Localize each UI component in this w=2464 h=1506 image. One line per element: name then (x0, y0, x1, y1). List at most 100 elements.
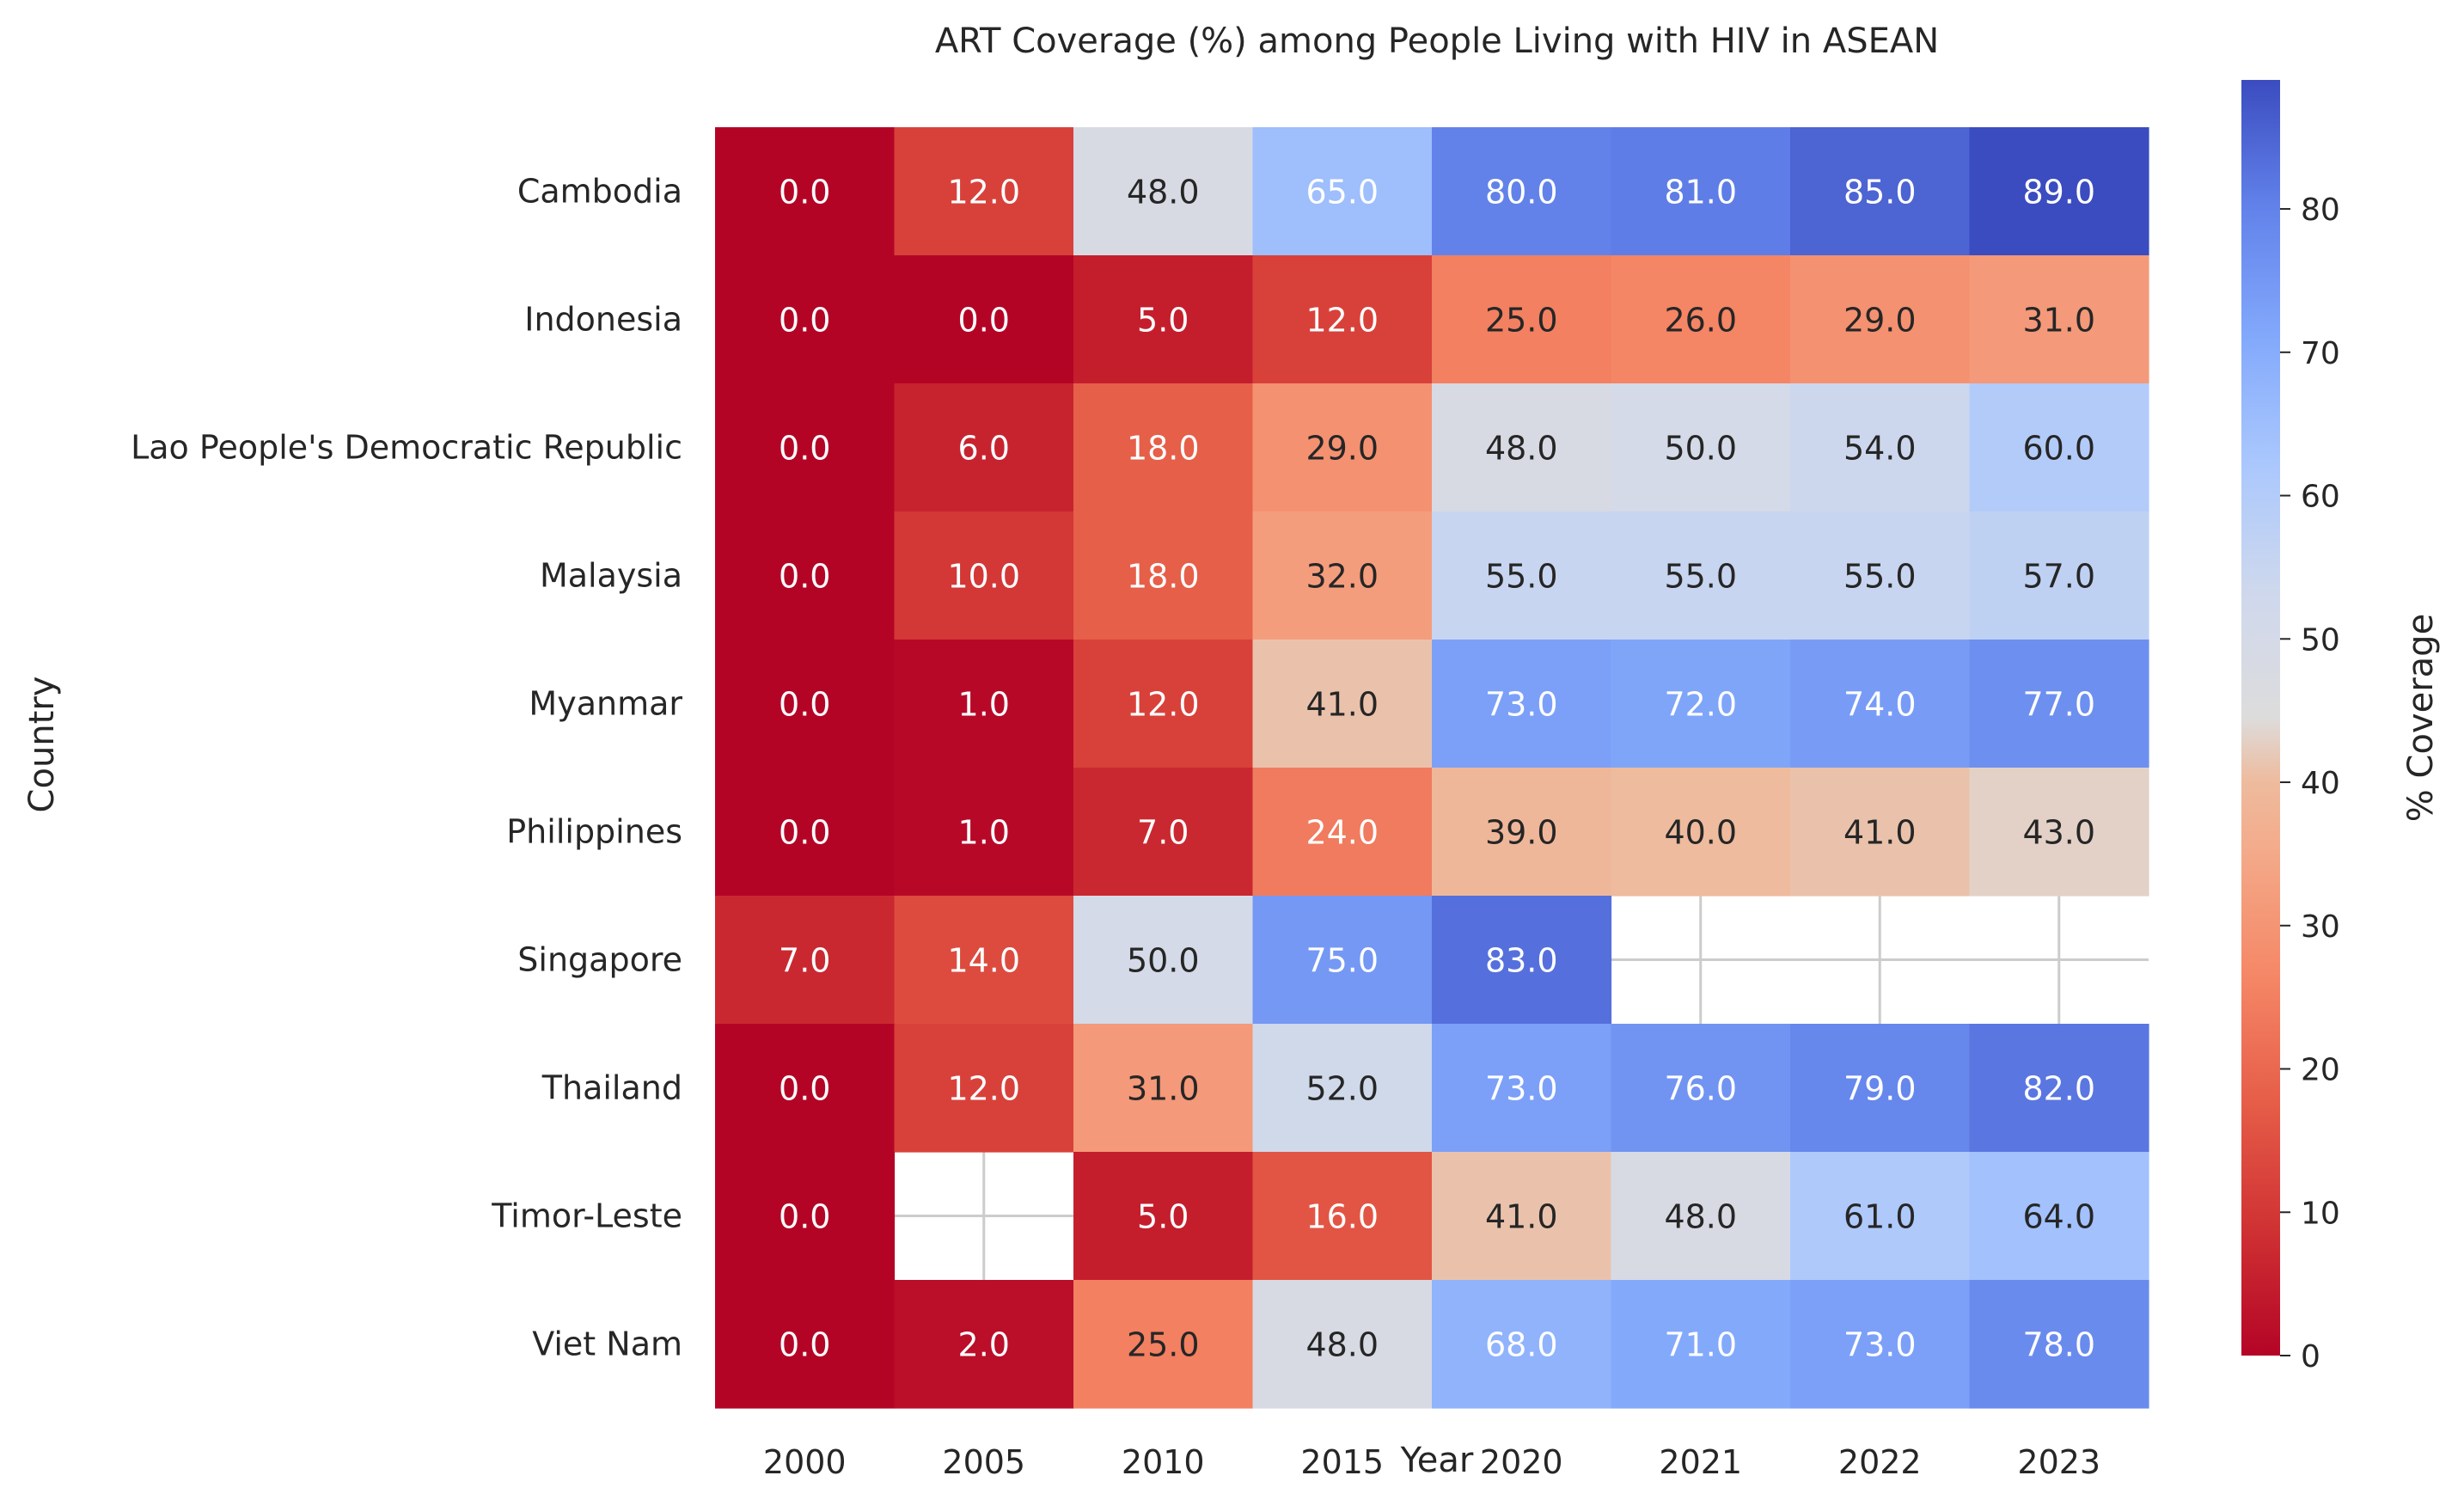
heatmap-cell (1790, 511, 1971, 640)
cell-value-label: 0.0 (779, 1198, 830, 1236)
cell-value-label: 41.0 (1485, 1198, 1558, 1236)
cell-value-label: 0.0 (779, 1070, 830, 1108)
cell-value-label: 64.0 (2022, 1198, 2095, 1236)
cell-value-label: 5.0 (1137, 302, 1189, 340)
colorbar-tick-label: 50 (2301, 622, 2340, 658)
cell-value-label: 41.0 (1305, 686, 1379, 724)
cell-value-label: 74.0 (1843, 686, 1917, 724)
heatmap-cell (1432, 1024, 1612, 1153)
cell-value-label: 48.0 (1664, 1198, 1737, 1236)
heatmap-cell (715, 1152, 896, 1281)
cell-value-label: 0.0 (779, 430, 830, 468)
cell-value-label: 0.0 (958, 302, 1010, 340)
heatmap-cell (894, 1280, 1074, 1409)
heatmap-cell (715, 896, 896, 1025)
x-tick-label: 2021 (1659, 1443, 1742, 1481)
cell-value-label: 65.0 (1305, 174, 1379, 211)
cell-value-label: 68.0 (1485, 1326, 1558, 1364)
cell-value-label: 29.0 (1843, 302, 1917, 340)
heatmap-cell (715, 255, 896, 384)
cell-value-label: 2.0 (958, 1326, 1010, 1364)
heatmap-cell (1073, 511, 1254, 640)
heatmap-cell (1073, 127, 1254, 256)
heatmap-cell (1611, 511, 1791, 640)
cell-value-label: 7.0 (779, 942, 830, 980)
heatmap-cell (1073, 383, 1254, 512)
heatmap-cell (1611, 768, 1791, 897)
heatmap-cell (1432, 640, 1612, 768)
heatmap-cell (1969, 127, 2149, 256)
heatmap-cell (715, 1280, 896, 1409)
heatmap-cell (1790, 1024, 1971, 1153)
cell-value-label: 0.0 (779, 686, 830, 724)
heatmap-cell (1073, 255, 1254, 384)
heatmap-cell (1252, 127, 1433, 256)
x-tick-label: 2020 (1480, 1443, 1563, 1481)
heatmap-cell (894, 768, 1074, 897)
y-tick-label: Timor-Leste (491, 1197, 682, 1235)
x-tick-label: 2022 (1838, 1443, 1922, 1481)
heatmap-cell (1073, 1024, 1254, 1153)
y-tick-label: Singapore (517, 941, 682, 979)
heatmap-cell (1790, 1152, 1971, 1281)
colorbar-ticks: 0 10 20 30 40 50 60 70 80 (2280, 193, 2340, 1374)
cell-value-label: 57.0 (2022, 558, 2095, 596)
heatmap-cell (1252, 1024, 1433, 1153)
cell-value-label: 18.0 (1127, 558, 1200, 596)
cell-value-label: 29.0 (1305, 430, 1379, 468)
heatmap-cell (1969, 383, 2149, 512)
heatmap-cell (894, 1024, 1074, 1153)
cell-value-label: 55.0 (1485, 558, 1558, 596)
cell-value-label: 40.0 (1664, 814, 1737, 852)
heatmap-cell (1252, 1152, 1433, 1281)
heatmap-cell (715, 640, 896, 768)
heatmap-cell (1073, 1280, 1254, 1409)
cell-value-label: 55.0 (1664, 558, 1737, 596)
cell-value-label: 81.0 (1664, 174, 1737, 211)
heatmap-cell (1611, 1280, 1791, 1409)
heatmap-cell (1969, 768, 2149, 897)
heatmap-cell-labels: 0.0 12.0 48.0 65.0 80.0 81.0 85.0 89.0 0.0 0.0 5.0… (779, 174, 2095, 1364)
x-tick-label: 2000 (763, 1443, 847, 1481)
cell-value-label: 41.0 (1843, 814, 1917, 852)
cell-value-label: 14.0 (947, 942, 1020, 980)
cell-value-label: 50.0 (1127, 942, 1200, 980)
heatmap-cell (894, 640, 1074, 768)
heatmap-cell (894, 255, 1074, 384)
chart-title: ART Coverage (%) among People Living wit… (935, 21, 1939, 61)
heatmap-cell (1432, 511, 1612, 640)
colorbar-tick-label: 20 (2301, 1053, 2340, 1088)
x-tick-label: 2023 (2017, 1443, 2100, 1481)
colorbar-label: % Coverage (2401, 614, 2441, 822)
heatmap-cell (1432, 1280, 1612, 1409)
heatmap-cell (1969, 1280, 2149, 1409)
heatmap-cell (1073, 896, 1254, 1025)
heatmap-cell (1432, 127, 1612, 256)
cell-value-label: 12.0 (1305, 302, 1379, 340)
heatmap-cell (1611, 640, 1791, 768)
heatmap-cell (1073, 768, 1254, 897)
colorbar-tick-label: 60 (2301, 480, 2340, 515)
cell-value-label: 12.0 (947, 174, 1020, 211)
x-tick-label: 2015 (1300, 1443, 1384, 1481)
y-tick-label: Indonesia (524, 301, 682, 339)
cell-value-label: 32.0 (1305, 558, 1379, 596)
heatmap-cell (1252, 1280, 1433, 1409)
colorbar-tick-label: 40 (2301, 766, 2340, 801)
heatmap-cell (1969, 255, 2149, 384)
heatmap-cell (715, 768, 896, 897)
cell-value-label: 54.0 (1843, 430, 1917, 468)
colorbar-tick-label: 70 (2301, 336, 2340, 371)
y-tick-label: Thailand (541, 1069, 682, 1107)
cell-value-label: 77.0 (2022, 686, 2095, 724)
cell-value-label: 85.0 (1843, 174, 1917, 211)
heatmap-cell (1432, 768, 1612, 897)
y-tick-label: Philippines (506, 813, 682, 851)
heatmap-cell (1252, 255, 1433, 384)
cell-value-label: 12.0 (1127, 686, 1200, 724)
cell-value-label: 73.0 (1843, 1326, 1917, 1364)
heatmap-cell (1252, 511, 1433, 640)
cell-value-label: 24.0 (1305, 814, 1379, 852)
heatmap-cell (1252, 383, 1433, 512)
